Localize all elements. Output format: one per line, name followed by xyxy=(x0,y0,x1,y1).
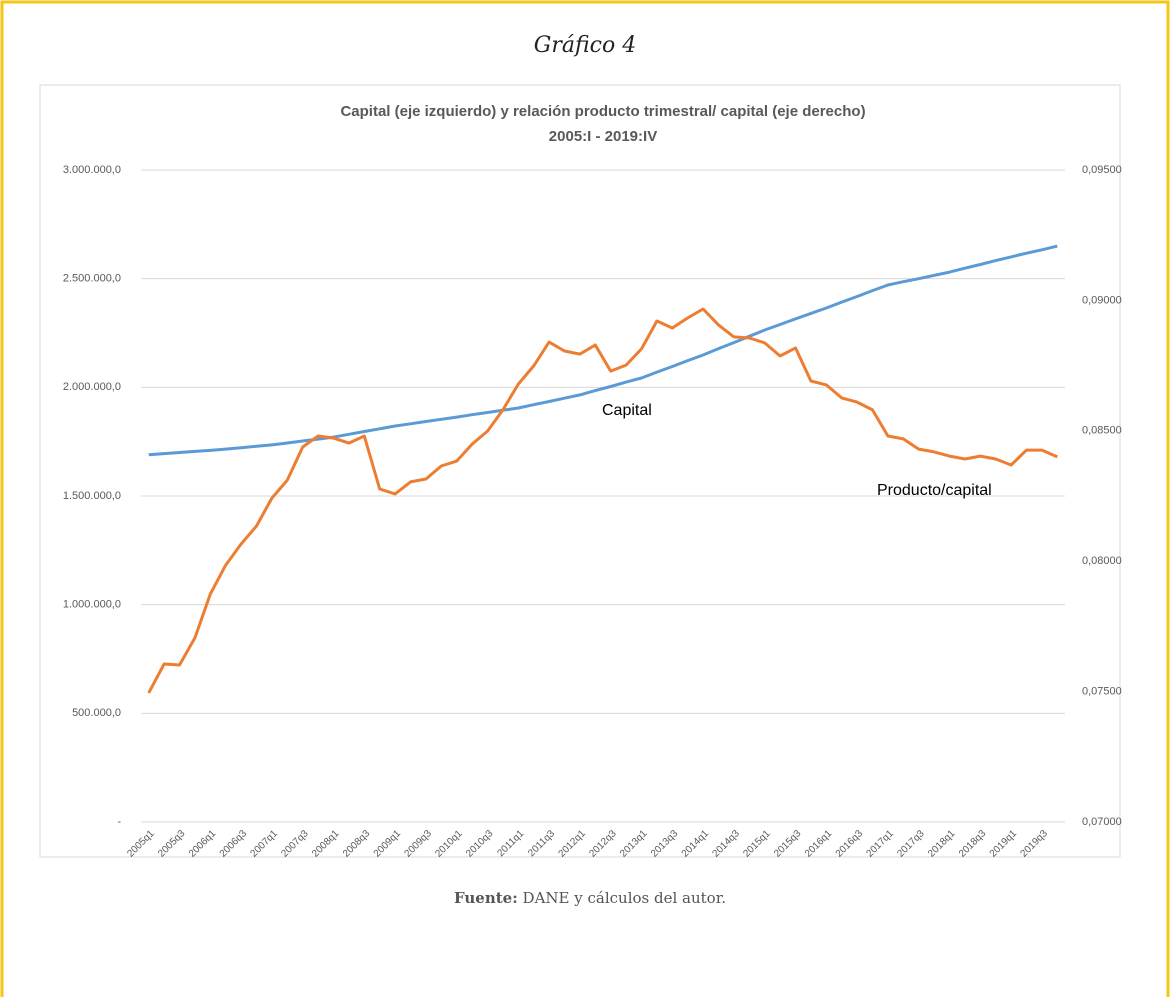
y2-tick-label: 0,08000 xyxy=(1082,555,1122,567)
y2-tick-label: 0,07500 xyxy=(1082,686,1122,698)
series-annotation: Capital xyxy=(602,402,652,419)
y2-tick-label: 0,08500 xyxy=(1082,425,1122,437)
chart-subtitle: 2005:I - 2019:IV xyxy=(549,128,657,145)
heading: Gráfico 4 xyxy=(534,33,636,58)
y2-tick-label: 0,07000 xyxy=(1082,816,1122,828)
y2-tick-label: 0,09500 xyxy=(1082,164,1122,176)
y-tick-label: - xyxy=(117,816,121,828)
line-series xyxy=(148,244,1058,457)
chart-title: Capital (eje izquierdo) y relación produ… xyxy=(340,103,865,120)
y-tick-label: 1.000.000,0 xyxy=(63,599,121,611)
line-series xyxy=(147,307,1058,694)
chart-box xyxy=(39,84,1121,858)
y-tick-label: 2.000.000,0 xyxy=(63,381,121,393)
y2-tick-label: 0,09000 xyxy=(1082,294,1122,306)
y-tick-label: 3.000.000,0 xyxy=(63,164,121,176)
source-text: DANE y cálculos del autor. xyxy=(523,889,726,907)
y-tick-label: 500.000,0 xyxy=(72,707,121,719)
y-tick-label: 2.500.000,0 xyxy=(63,273,121,285)
y-tick-label: 1.500.000,0 xyxy=(63,490,121,502)
source: Fuente: DANE y cálculos del autor. xyxy=(454,889,726,907)
source-label: Fuente: xyxy=(454,889,518,907)
series-annotation: Producto/capital xyxy=(877,482,992,499)
